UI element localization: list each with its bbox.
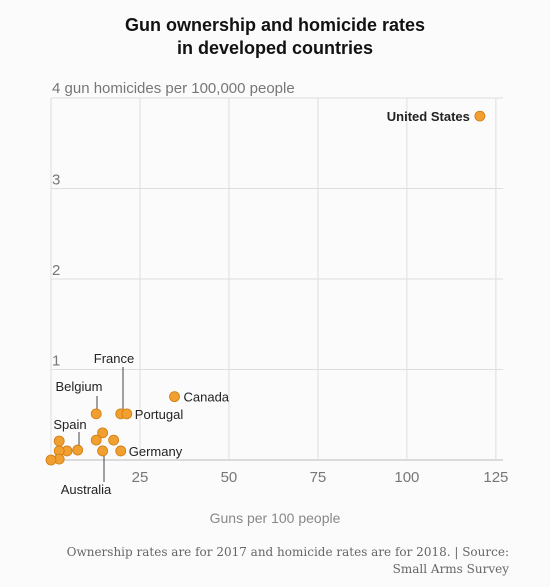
label-germany: Germany xyxy=(129,444,183,459)
y-axis-label: 4 gun homicides per 100,000 people xyxy=(52,80,295,97)
data-points xyxy=(45,110,486,466)
x-tick-label: 75 xyxy=(310,469,327,486)
point-labels: United States Canada France Portugal Belgium… xyxy=(53,109,469,497)
data-point xyxy=(108,434,120,446)
x-axis-label: Guns per 100 people xyxy=(209,510,341,526)
data-point xyxy=(45,454,57,466)
label-portugal: Portugal xyxy=(135,407,184,422)
y-tick-label: 1 xyxy=(52,353,60,370)
x-tick-label: 25 xyxy=(132,469,149,486)
point-united-states xyxy=(474,110,486,122)
x-tick-label: 125 xyxy=(483,469,508,486)
chart-title: Gun ownership and homicide rates in deve… xyxy=(0,14,550,60)
chart-title-line-1: Gun ownership and homicide rates xyxy=(124,15,426,35)
point-belgium xyxy=(90,408,102,420)
x-tick-label: 100 xyxy=(394,469,419,486)
x-tick-label: 50 xyxy=(221,469,238,486)
point-germany xyxy=(115,445,127,457)
point-portugal xyxy=(121,408,133,420)
label-united-states: United States xyxy=(387,109,470,124)
tick-labels: 1 2 3 25 50 75 100 125 xyxy=(52,172,508,487)
point-canada xyxy=(169,391,180,403)
y-tick-label: 2 xyxy=(52,262,60,279)
grid xyxy=(50,97,503,461)
label-france: France xyxy=(94,351,134,366)
label-australia: Australia xyxy=(61,482,112,497)
chart-title-line-2: in developed countries xyxy=(176,38,374,58)
label-canada: Canada xyxy=(183,390,229,405)
data-point xyxy=(53,435,65,447)
point-spain xyxy=(72,444,84,456)
point-australia xyxy=(97,445,109,457)
label-spain: Spain xyxy=(53,417,86,432)
label-belgium: Belgium xyxy=(56,379,103,394)
data-point xyxy=(90,434,102,446)
data-point xyxy=(97,427,109,439)
footnote: Ownership rates are for 2017 and homicid… xyxy=(66,545,509,576)
y-tick-label: 3 xyxy=(52,172,60,189)
